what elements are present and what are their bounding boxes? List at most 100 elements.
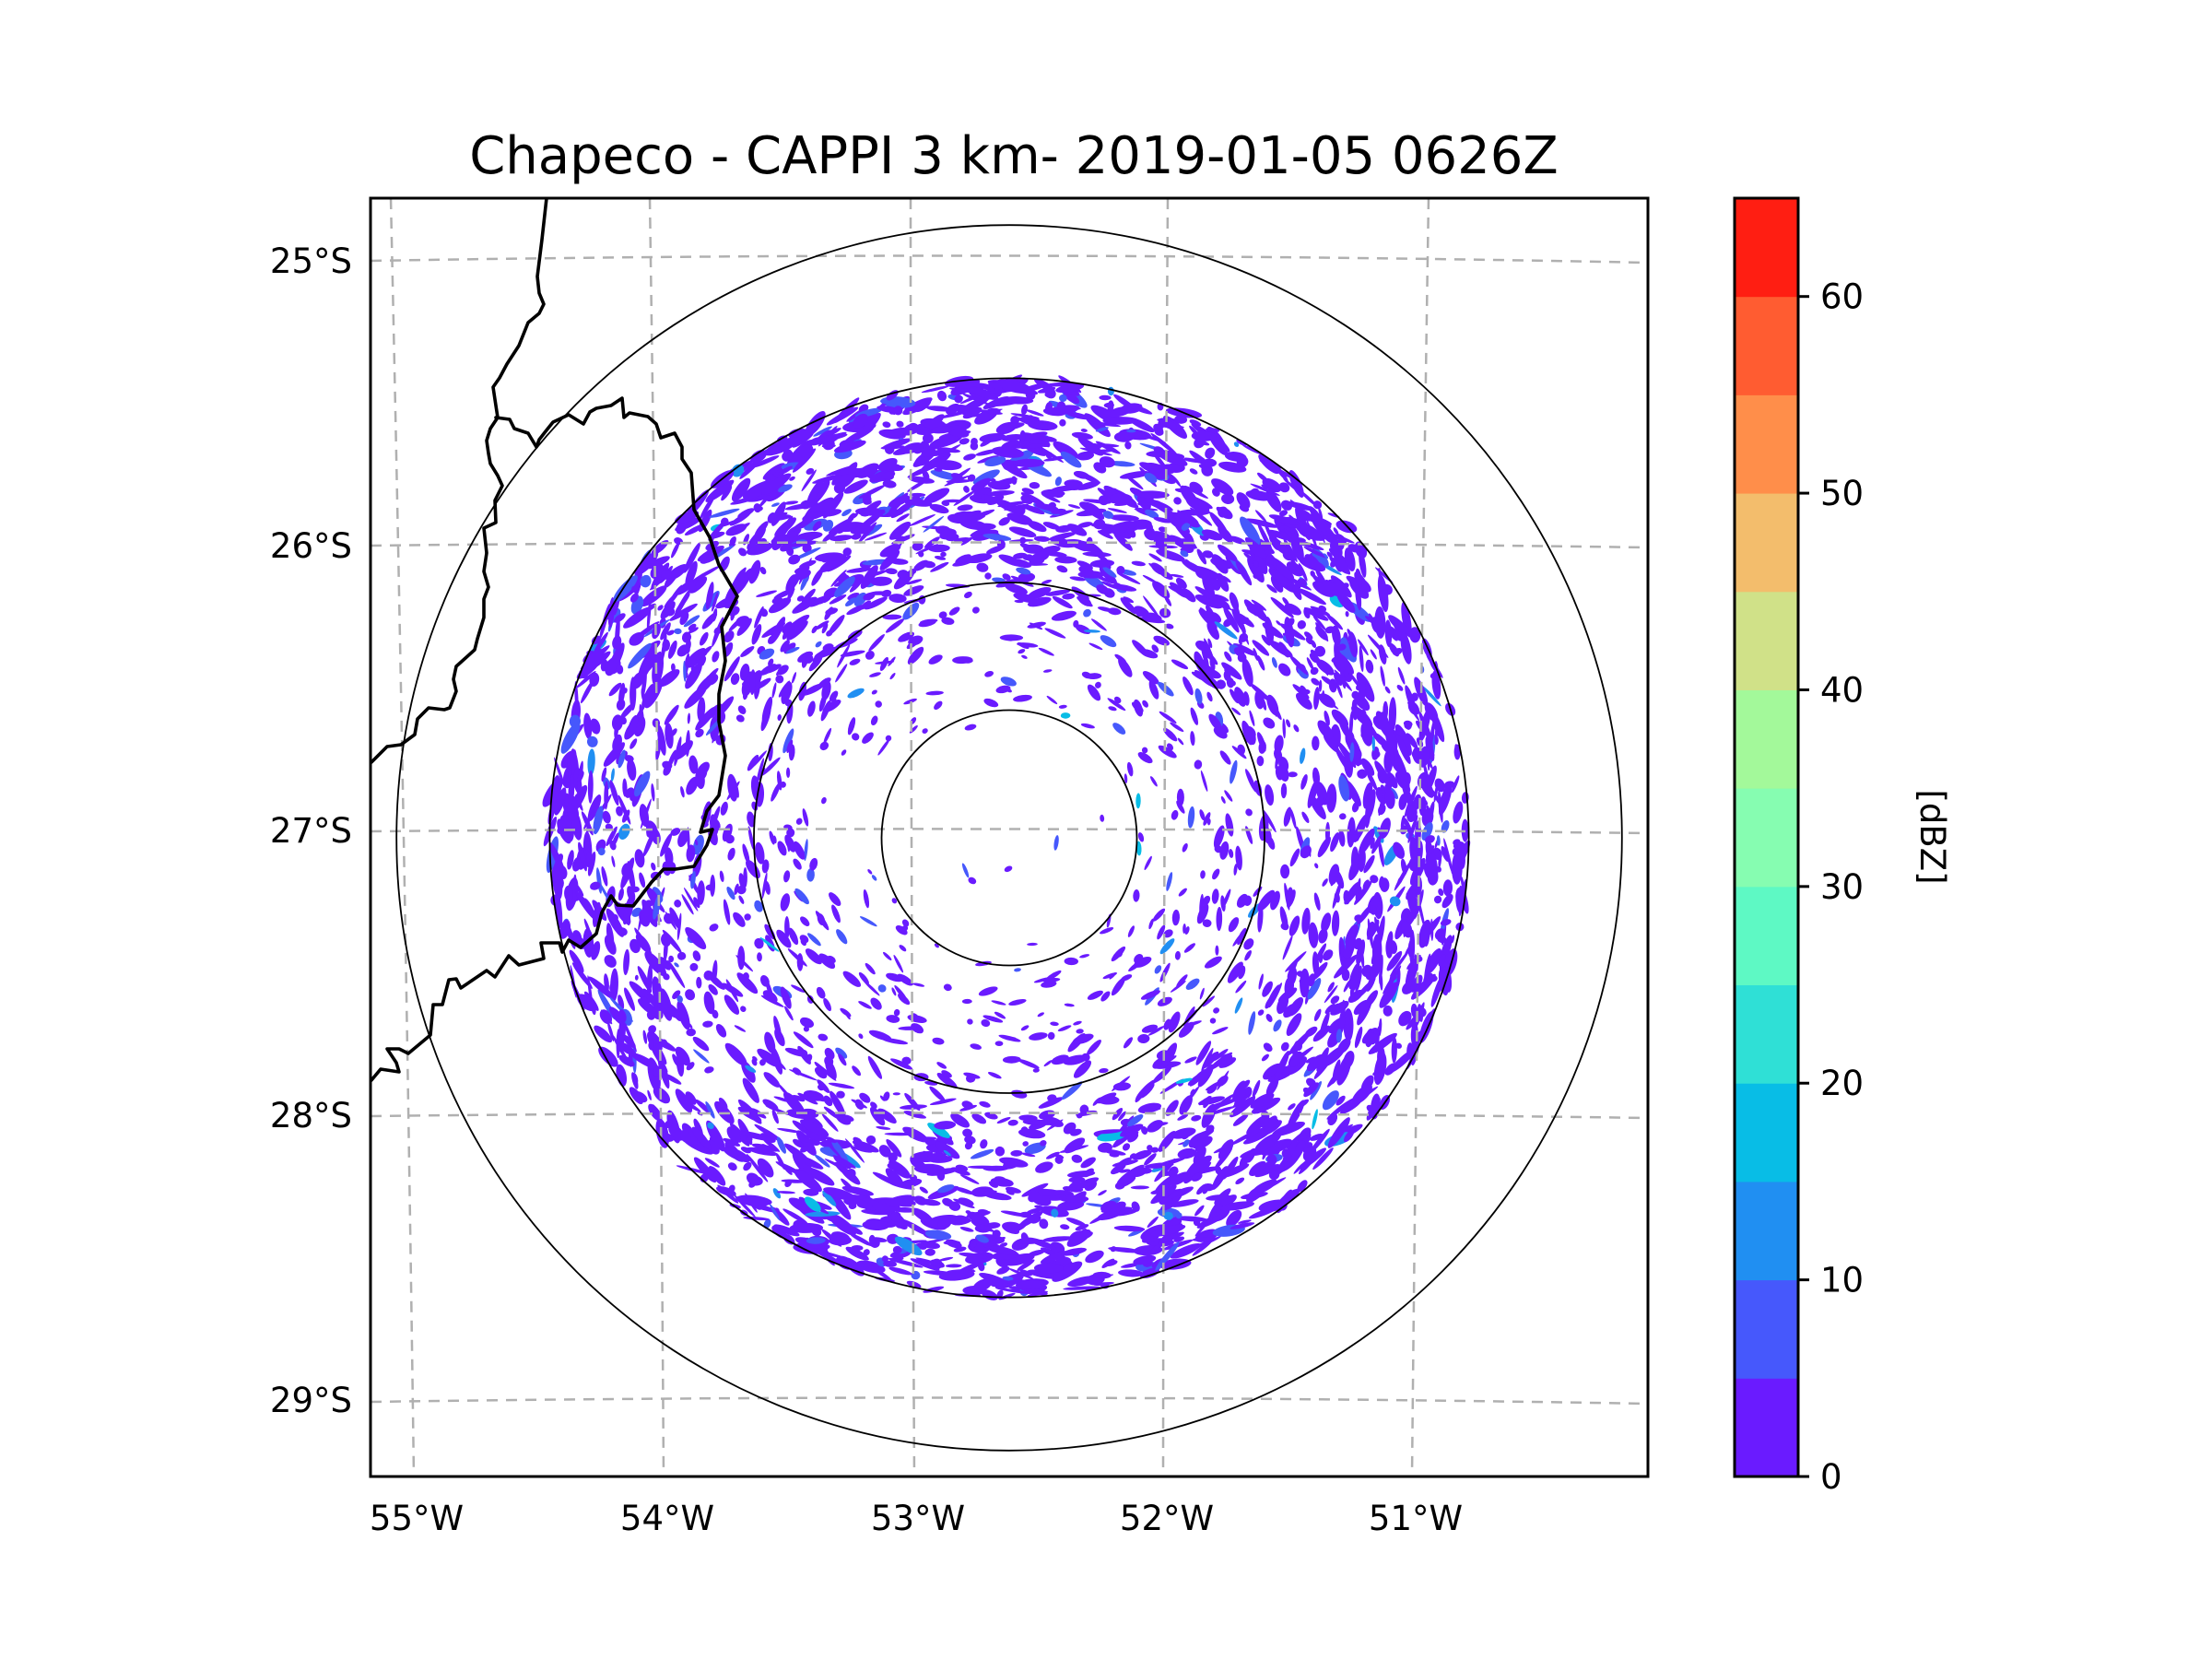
echo-cell: [563, 803, 575, 813]
echo-cell: [995, 685, 1011, 694]
echo-cell: [1226, 1209, 1242, 1228]
echo-cell: [1345, 611, 1349, 618]
echo-cell: [840, 1007, 852, 1018]
echo-cell: [1014, 599, 1024, 604]
echo-cell: [1295, 692, 1312, 710]
echo-cell: [836, 1255, 854, 1270]
echo-cell: [1388, 697, 1397, 733]
echo-cell: [703, 991, 715, 1015]
echo-cell: [859, 1092, 871, 1103]
echo-cell: [1029, 481, 1041, 489]
echo-cell: [650, 652, 659, 661]
echo-cell: [1073, 1060, 1092, 1078]
echo-cell: [870, 1101, 877, 1109]
echo-cell: [776, 1136, 786, 1154]
echo-cell: [1336, 1040, 1347, 1058]
echo-cell: [575, 891, 598, 922]
echo-cell: [1142, 574, 1159, 584]
echo-cell: [674, 962, 679, 968]
echo-cell: [1247, 556, 1265, 583]
echo-cell: [1050, 1021, 1059, 1027]
echo-cell: [1401, 602, 1412, 638]
echo-cell: [1073, 1020, 1082, 1026]
echo-cell: [1205, 447, 1216, 459]
echo-cell: [1438, 968, 1449, 996]
graticule: [371, 198, 1648, 1477]
echo-cell: [1302, 1087, 1312, 1095]
echo-cell: [808, 594, 830, 607]
echo-cell: [1245, 808, 1253, 817]
echo-cell: [1400, 858, 1407, 875]
echo-cell: [670, 828, 681, 836]
echo-cell: [876, 1125, 891, 1130]
echo-cell: [695, 728, 704, 738]
echo-cell: [1150, 1147, 1159, 1153]
echo-cell: [705, 1100, 715, 1119]
echo-cell: [869, 1106, 886, 1126]
echo-cell: [891, 898, 898, 904]
echo-cell: [724, 994, 740, 1015]
echo-cell: [748, 559, 761, 584]
echo-cell: [1042, 669, 1053, 673]
echo-cell: [893, 570, 915, 590]
echo-cell: [990, 1177, 1014, 1187]
echo-cell: [1079, 954, 1090, 959]
echo-cell: [1253, 560, 1259, 568]
echo-cell: [1202, 550, 1214, 559]
echo-cell: [623, 688, 628, 694]
echo-cell: [978, 986, 998, 996]
echo-cell: [664, 1073, 682, 1085]
colorbar-segment: [1735, 296, 1798, 395]
echo-cell: [814, 1154, 830, 1168]
echo-cell: [1149, 1224, 1186, 1237]
echo-cell: [868, 1234, 876, 1244]
echo-cell: [1355, 582, 1362, 611]
echo-cell: [1386, 771, 1398, 789]
echo-cell: [1312, 500, 1323, 510]
echo-cell: [1171, 659, 1189, 670]
echo-cell: [798, 681, 807, 701]
echo-cell: [915, 1257, 946, 1267]
echo-cell: [722, 823, 733, 842]
echo-cell: [1362, 715, 1382, 745]
echo-cell: [1135, 1088, 1146, 1103]
echo-cell: [672, 990, 681, 1000]
colorbar-segment: [1735, 984, 1798, 1084]
echo-cell: [1045, 452, 1053, 459]
echo-cell: [864, 596, 888, 610]
echo-cell: [1388, 615, 1411, 637]
echo-cell: [1342, 949, 1352, 959]
echo-cell: [1409, 627, 1421, 643]
echo-cell: [910, 1157, 922, 1169]
echo-cell: [586, 735, 598, 747]
echo-cell: [639, 872, 646, 888]
echo-cell: [1228, 917, 1240, 933]
echo-cell: [1438, 782, 1453, 816]
echo-cell: [733, 912, 746, 927]
echo-cell: [1039, 1218, 1049, 1230]
echo-cell: [1370, 837, 1375, 849]
echo-cell: [821, 1136, 841, 1159]
echo-cell: [818, 953, 836, 970]
echo-cell: [1218, 1057, 1237, 1068]
echo-cell: [867, 869, 873, 875]
colorbar-segment: [1735, 591, 1798, 690]
echo-cell: [948, 606, 960, 616]
echo-cell: [821, 1113, 839, 1132]
echo-cell: [1382, 965, 1402, 994]
echo-cell: [845, 1246, 869, 1261]
echo-cell: [1239, 617, 1250, 625]
echo-cell: [1331, 1062, 1346, 1085]
echo-cell: [1266, 583, 1277, 594]
echo-cell: [1442, 879, 1453, 897]
echo-cell: [1191, 1172, 1203, 1182]
echo-cell: [881, 589, 892, 597]
border-west-line: [371, 198, 548, 764]
echo-cell: [826, 406, 859, 426]
echo-cell: [845, 1138, 865, 1163]
echo-cell: [1043, 1060, 1053, 1067]
echo-cell: [661, 570, 672, 580]
echo-cell: [697, 880, 705, 905]
echo-cell: [1354, 1026, 1363, 1049]
echo-cell: [776, 1191, 796, 1194]
